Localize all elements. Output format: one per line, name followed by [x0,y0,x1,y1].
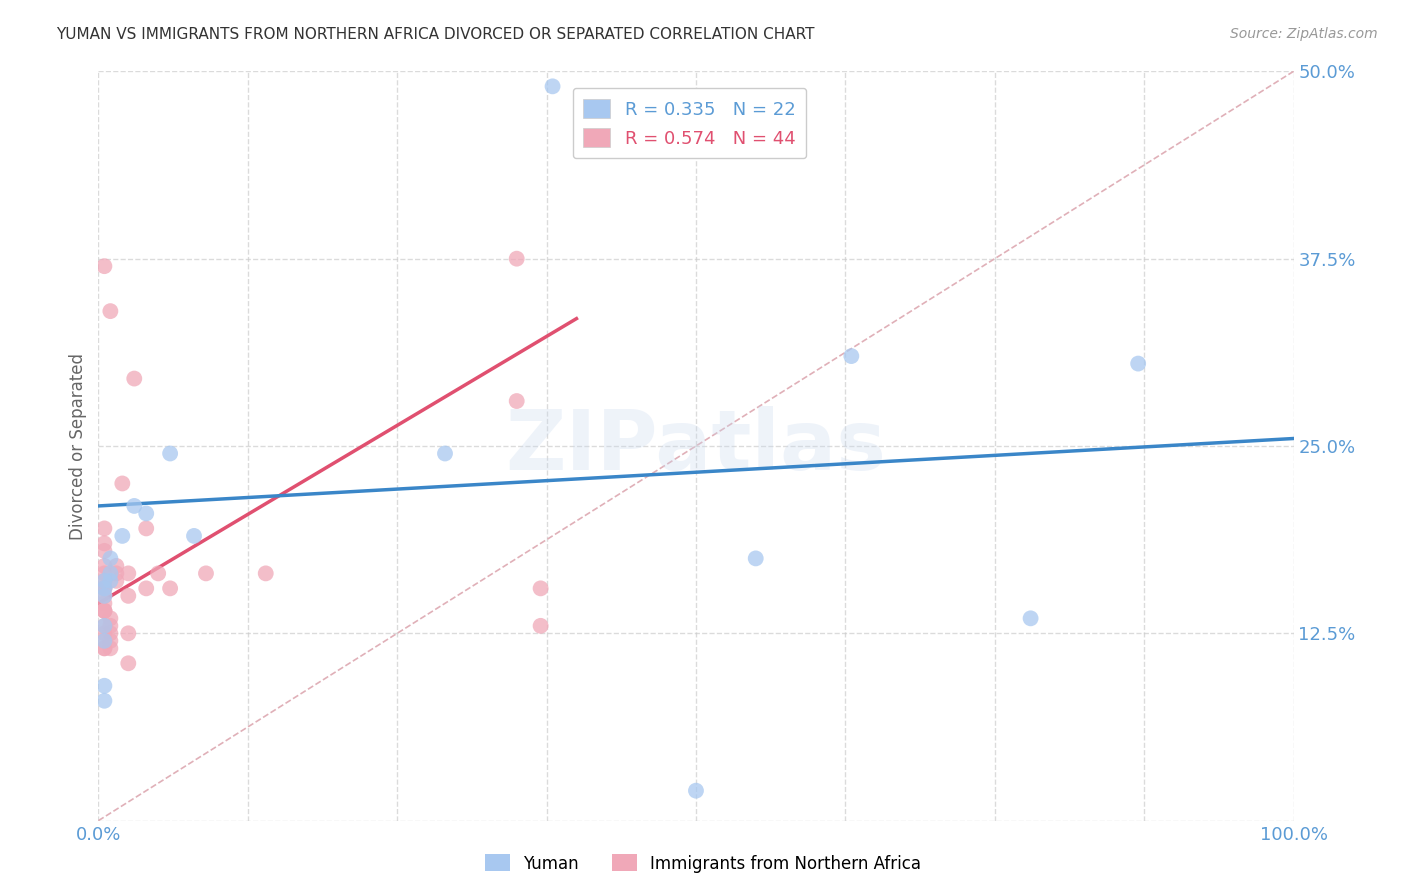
Point [530,582,553,596]
Point [93,566,115,581]
Point [98,619,122,633]
Point [98,641,122,656]
Point [93,582,115,596]
Point [159,582,181,596]
Point [93,259,115,273]
Point [1128,357,1150,371]
Point [111,529,134,543]
Point [93,633,115,648]
Point [841,349,863,363]
Point [93,679,115,693]
Point [93,604,115,618]
Point [98,566,122,581]
Point [98,574,122,588]
Point [98,611,122,625]
Point [93,544,115,558]
Point [93,641,115,656]
Point [93,619,115,633]
Legend: R = 0.335   N = 22, R = 0.574   N = 44: R = 0.335 N = 22, R = 0.574 N = 44 [572,88,807,159]
Point [93,633,115,648]
Point [98,551,122,566]
Point [93,574,115,588]
Point [93,694,115,708]
Point [254,566,277,581]
Text: ZIPatlas: ZIPatlas [506,406,886,486]
Point [93,536,115,550]
Point [93,596,115,610]
Point [93,574,115,588]
Text: Source: ZipAtlas.com: Source: ZipAtlas.com [1230,27,1378,41]
Point [124,499,146,513]
Point [93,582,115,596]
Point [93,589,115,603]
Point [105,574,128,588]
Point [93,604,115,618]
Point [105,566,128,581]
Point [98,633,122,648]
Point [111,476,134,491]
Point [135,521,157,535]
Point [506,252,529,266]
Point [93,641,115,656]
Point [530,619,553,633]
Y-axis label: Divorced or Separated: Divorced or Separated [69,352,87,540]
Point [93,589,115,603]
Point [117,566,139,581]
Point [93,604,115,618]
Point [1019,611,1042,625]
Point [98,626,122,640]
Point [98,304,122,318]
Point [159,446,181,460]
Point [93,619,115,633]
Text: YUMAN VS IMMIGRANTS FROM NORTHERN AFRICA DIVORCED OR SEPARATED CORRELATION CHART: YUMAN VS IMMIGRANTS FROM NORTHERN AFRICA… [56,27,814,42]
Point [105,558,128,573]
Point [117,589,139,603]
Point [506,394,529,409]
Point [135,507,157,521]
Point [117,657,139,671]
Point [124,371,146,385]
Legend: Yuman, Immigrants from Northern Africa: Yuman, Immigrants from Northern Africa [478,847,928,880]
Point [148,566,170,581]
Point [135,582,157,596]
Point [195,566,218,581]
Point [745,551,768,566]
Point [93,521,115,535]
Point [93,626,115,640]
Point [117,626,139,640]
Point [685,783,707,797]
Point [434,446,457,460]
Point [93,582,115,596]
Point [541,79,564,94]
Point [93,558,115,573]
Point [183,529,205,543]
